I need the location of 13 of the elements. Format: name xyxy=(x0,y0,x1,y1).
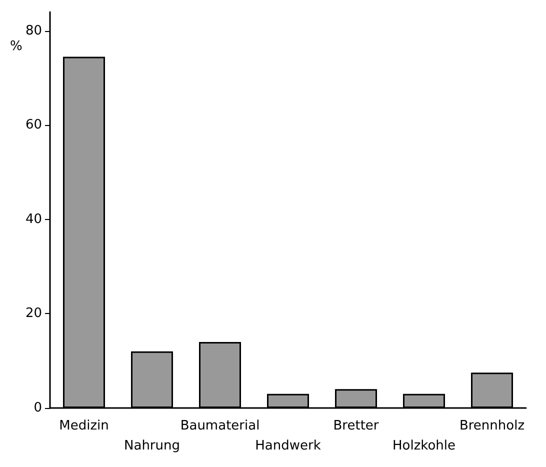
y-tick-label: 60 xyxy=(25,118,42,133)
x-tick-label: Nahrung xyxy=(124,438,180,454)
y-tick-label: 20 xyxy=(25,306,42,322)
y-tick-label: 40 xyxy=(25,212,42,227)
x-tick-label: Baumaterial xyxy=(180,418,260,434)
y-tick-label: 0 xyxy=(34,400,42,416)
y-tick-label: 80 xyxy=(25,23,42,38)
x-tick-label: Holzkohle xyxy=(392,438,456,454)
x-tick-label: Bretter xyxy=(333,418,380,434)
x-tick-label: Brennholz xyxy=(459,418,525,434)
x-tick-label: Handwerk xyxy=(255,438,322,454)
y-axis-title: % xyxy=(10,39,22,54)
x-tick-label: Medizin xyxy=(59,418,109,434)
